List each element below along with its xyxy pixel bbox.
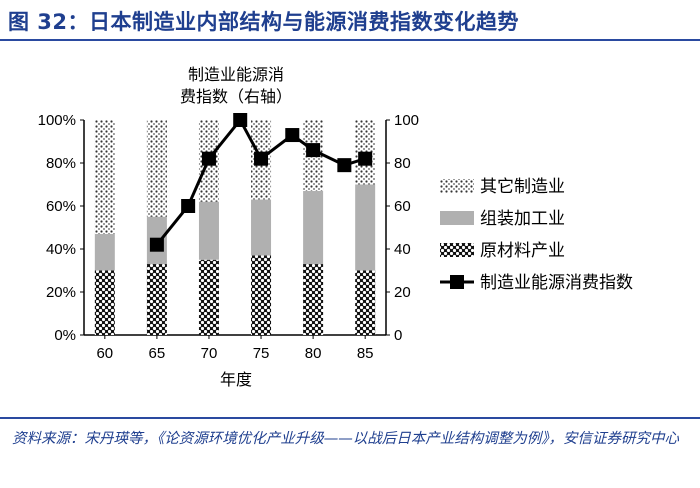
- right-tick-label: 80: [394, 155, 411, 172]
- legend-swatch: [440, 211, 474, 225]
- left-tick-label: 80%: [46, 155, 76, 172]
- right-tick-label: 100: [394, 112, 419, 129]
- energy-index-point: [149, 237, 164, 252]
- legend-label: 其它制造业: [480, 177, 565, 197]
- x-tick-label: 70: [201, 345, 218, 362]
- legend-swatch: [440, 243, 474, 257]
- legend-line-marker: [450, 275, 464, 289]
- left-tick-label: 100%: [38, 112, 76, 129]
- bar-segment: [146, 264, 167, 335]
- bar-segment: [251, 199, 272, 256]
- legend-label: 制造业能源消费指数: [480, 273, 633, 293]
- right-tick-label: 0: [394, 327, 402, 344]
- bar-segment: [355, 184, 376, 271]
- left-tick-label: 0%: [54, 327, 76, 344]
- annotation-line-1: 制造业能源消: [188, 65, 284, 84]
- annotation-line-2: 费指数（右轴）: [180, 87, 292, 106]
- figure-title: 图 32：日本制造业内部结构与能源消费指数变化趋势: [8, 10, 520, 34]
- energy-index-point: [254, 151, 269, 166]
- energy-index-point: [181, 199, 196, 213]
- right-tick-label: 20: [394, 284, 411, 301]
- bar-segment: [198, 201, 219, 260]
- bar-segment: [355, 270, 376, 335]
- bar-segment: [303, 190, 324, 265]
- bar-segment: [146, 120, 167, 217]
- right-tick-label: 40: [394, 241, 411, 258]
- x-tick-label: 60: [96, 345, 113, 362]
- chart: 0% 0 20% 20 40% 40 60% 60 80% 80 100% 100 60 65 70 75 80…: [38, 65, 633, 389]
- energy-index-point: [306, 143, 321, 158]
- bar-segment: [94, 233, 115, 271]
- left-tick-label: 40%: [46, 241, 76, 258]
- x-axis-label: 年度: [220, 370, 252, 389]
- bar-segment: [251, 255, 272, 335]
- energy-index-point: [233, 113, 248, 127]
- title-rule: [0, 39, 700, 41]
- legend-swatch: [440, 179, 474, 193]
- bar-segment: [94, 120, 115, 234]
- x-tick-label: 75: [253, 345, 270, 362]
- bar-segment: [94, 270, 115, 335]
- x-tick-label: 80: [305, 345, 322, 362]
- energy-index-point: [285, 128, 300, 143]
- energy-index-point: [337, 158, 352, 173]
- source-note: 资料来源：宋丹瑛等，《论资源环境优化产业升级——以战后日本产业结构调整为例》，安…: [12, 431, 679, 447]
- x-tick-label: 65: [149, 345, 166, 362]
- energy-index-point: [358, 151, 373, 166]
- bar-segment: [303, 264, 324, 335]
- bar-segment: [198, 259, 219, 335]
- right-tick-label: 60: [394, 198, 411, 215]
- legend-label: 组装加工业: [480, 209, 565, 229]
- left-tick-label: 20%: [46, 284, 76, 301]
- energy-index-point: [201, 151, 216, 166]
- x-tick-label: 85: [357, 345, 374, 362]
- legend-label: 原材料产业: [480, 241, 565, 261]
- source-rule: [0, 417, 700, 419]
- left-tick-label: 60%: [46, 198, 76, 215]
